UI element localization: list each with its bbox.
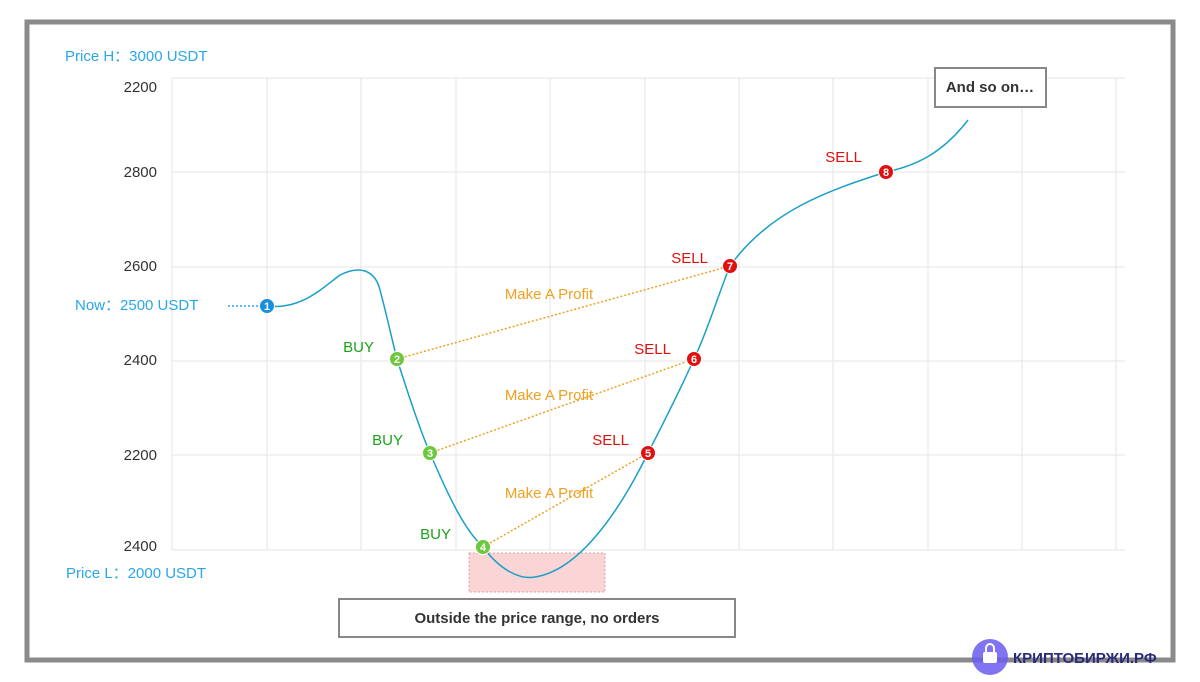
marker xyxy=(722,258,738,274)
watermark: КРИПТОБИРЖИ.РФ xyxy=(972,639,1157,675)
sell-label: SELL xyxy=(671,250,708,267)
sell-label: SELL xyxy=(592,432,629,449)
frame xyxy=(24,19,1176,663)
markers: 1 2 3 4 5 6 7 8 xyxy=(259,164,894,555)
sell-label: SELL xyxy=(825,149,862,166)
profit-label: Make A Profit xyxy=(505,387,594,404)
marker-number: 8 xyxy=(883,167,889,179)
marker-number: 4 xyxy=(480,542,487,554)
marker-number: 1 xyxy=(264,301,270,313)
buy-label: BUY xyxy=(372,432,403,449)
marker-number: 6 xyxy=(691,354,697,366)
profit-lines xyxy=(396,265,731,548)
buy-label: BUY xyxy=(420,526,451,543)
grid xyxy=(171,77,1125,551)
profit-label: Make A Profit xyxy=(505,286,594,303)
outside-text: Outside the price range, no orders xyxy=(414,610,659,627)
y-label: 2600 xyxy=(124,258,157,275)
outside-callout xyxy=(338,598,736,638)
marker xyxy=(389,351,405,367)
marker xyxy=(259,298,275,314)
y-label: 2200 xyxy=(124,447,157,464)
price-now: Now：2500 USDT xyxy=(75,297,198,314)
end-text: And so on… xyxy=(946,79,1034,96)
price-high: Price H：3000 USDT xyxy=(65,48,208,65)
watermark-text: КРИПТОБИРЖИ.РФ xyxy=(1013,650,1157,667)
y-label: 2400 xyxy=(124,538,157,555)
marker xyxy=(475,539,491,555)
outside-zone xyxy=(468,552,606,593)
marker-number: 3 xyxy=(427,448,433,460)
marker-number: 2 xyxy=(394,354,400,366)
marker xyxy=(878,164,894,180)
buy-label: BUY xyxy=(343,339,374,356)
y-label: 2800 xyxy=(124,164,157,181)
marker-number: 5 xyxy=(645,448,651,460)
y-label: 2200 xyxy=(124,79,157,96)
marker xyxy=(640,445,656,461)
price-low: Price L：2000 USDT xyxy=(66,565,206,582)
marker-number: 7 xyxy=(727,261,733,273)
profit-label: Make A Profit xyxy=(505,485,594,502)
sell-label: SELL xyxy=(634,341,671,358)
price-curve xyxy=(266,119,969,579)
marker xyxy=(422,445,438,461)
y-label: 2400 xyxy=(124,352,157,369)
marker xyxy=(686,351,702,367)
end-callout xyxy=(934,67,1047,108)
